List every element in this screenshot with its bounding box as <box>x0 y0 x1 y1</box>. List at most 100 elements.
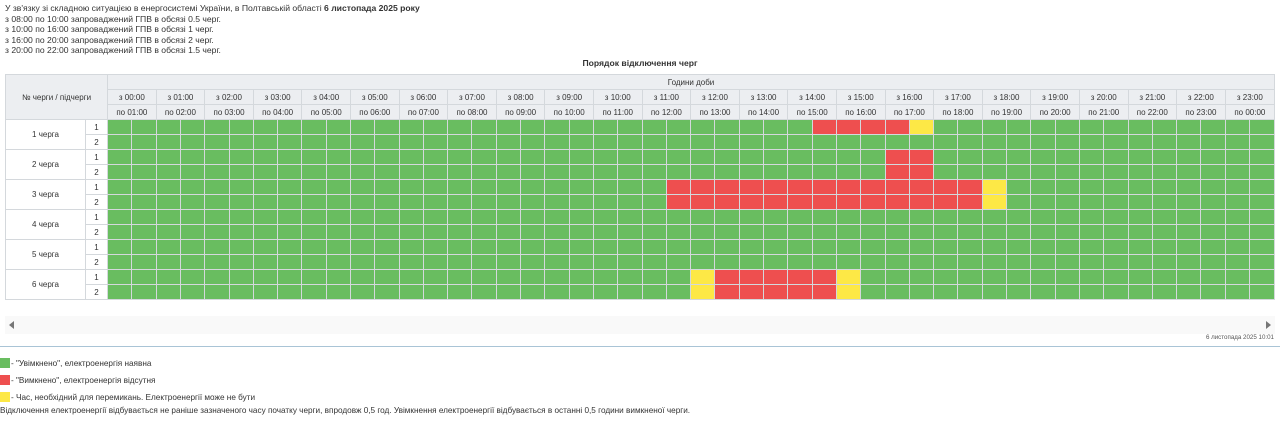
schedule-cell <box>447 254 473 270</box>
schedule-cell <box>1200 224 1226 240</box>
schedule-cell <box>811 284 837 300</box>
hour-to-label: по 07:00 <box>398 104 449 120</box>
schedule-cell <box>325 224 352 240</box>
schedule-cell <box>1200 194 1226 210</box>
schedule-cell <box>787 269 813 285</box>
schedule-cell <box>690 224 716 240</box>
horizontal-scrollbar[interactable] <box>5 316 1275 334</box>
schedule-cell <box>811 119 837 135</box>
schedule-cell <box>811 224 837 240</box>
schedule-cell <box>617 194 643 210</box>
schedule-cell <box>349 119 376 135</box>
schedule-cell <box>471 254 497 270</box>
schedule-cell <box>592 209 619 225</box>
schedule-cell <box>422 134 449 150</box>
schedule-cell <box>1151 254 1178 270</box>
schedule-cell <box>884 284 910 300</box>
schedule-cell <box>665 254 692 270</box>
schedule-cell <box>204 254 230 270</box>
schedule-cell <box>374 194 400 210</box>
schedule-cell <box>908 119 935 135</box>
schedule-cell <box>738 224 765 240</box>
table-row: 2 <box>6 254 1276 270</box>
schedule-cell <box>252 134 279 150</box>
hour-from-label: з 20:00 <box>1078 89 1129 105</box>
schedule-cell <box>860 254 886 270</box>
schedule-cell <box>1030 269 1056 285</box>
schedule-cell <box>1127 254 1153 270</box>
schedule-cell <box>1030 164 1056 180</box>
schedule-cell <box>1200 149 1226 165</box>
hour-from-label: з 05:00 <box>350 89 400 105</box>
table-row: 4 черга 1 <box>4 209 1276 240</box>
hour-from-label: з 08:00 <box>495 89 546 105</box>
schedule-cell <box>763 284 789 300</box>
schedule-cell <box>738 164 765 180</box>
schedule-cell <box>204 239 230 255</box>
schedule-cell <box>179 149 206 165</box>
schedule-cell <box>884 149 910 165</box>
schedule-cell <box>617 164 643 180</box>
schedule-cell <box>228 119 254 135</box>
schedule-cell <box>665 134 692 150</box>
schedule-cell <box>155 119 181 135</box>
schedule-cell <box>277 254 303 270</box>
queue-label: 6 черга <box>4 269 87 300</box>
scroll-right-icon[interactable] <box>1266 321 1271 329</box>
schedule-cell <box>520 194 546 210</box>
schedule-cell <box>1151 134 1178 150</box>
schedule-cell <box>1006 134 1032 150</box>
schedule-cell <box>179 194 206 210</box>
schedule-cell <box>495 194 522 210</box>
schedule-cell <box>1127 119 1153 135</box>
schedule-cell <box>179 224 206 240</box>
hour-from-label: з 17:00 <box>933 89 983 105</box>
table-row: 5 черга 1 <box>4 239 1276 270</box>
schedule-cell <box>398 149 424 165</box>
scroll-left-icon[interactable] <box>9 321 14 329</box>
schedule-cell <box>544 149 570 165</box>
queue-label: 5 черга <box>4 239 87 270</box>
schedule-cell <box>1054 164 1080 180</box>
schedule-cell <box>544 119 570 135</box>
hour-from-label: з 23:00 <box>1224 89 1276 105</box>
table-row: 2 <box>6 164 1276 180</box>
schedule-cell <box>981 164 1008 180</box>
schedule-cell <box>228 209 254 225</box>
hour-to-label: по 00:00 <box>1224 104 1276 120</box>
schedule-cell <box>835 284 862 300</box>
schedule-cell <box>665 164 692 180</box>
schedule-cell <box>568 164 594 180</box>
schedule-cell <box>860 194 886 210</box>
schedule-cell <box>568 224 594 240</box>
schedule-cell <box>763 239 789 255</box>
schedule-cell <box>763 194 789 210</box>
schedule-cell <box>107 224 133 240</box>
intro-text: У зв'язку зі складною ситуацією в енерго… <box>5 3 420 56</box>
table-row: 3 черга 1 <box>4 179 1276 210</box>
schedule-cell <box>714 269 740 285</box>
schedule-cell <box>1127 209 1153 225</box>
schedule-cell <box>398 134 424 150</box>
schedule-cell <box>544 179 570 195</box>
schedule-cell <box>155 194 181 210</box>
subqueue-label: 2 <box>85 254 109 270</box>
hour-from-label: з 21:00 <box>1127 89 1178 105</box>
schedule-cell <box>568 194 594 210</box>
hour-from-label: з 12:00 <box>690 89 740 105</box>
schedule-cell <box>981 269 1008 285</box>
schedule-cell <box>835 134 862 150</box>
schedule-cell <box>690 269 716 285</box>
schedule-cell <box>787 119 813 135</box>
schedule-cell <box>568 254 594 270</box>
schedule-cell <box>568 239 594 255</box>
hour-from-label: з 16:00 <box>884 89 935 105</box>
schedule-cell <box>1248 284 1276 300</box>
schedule-cell <box>763 179 789 195</box>
schedule-cell <box>933 224 959 240</box>
schedule-cell <box>131 119 157 135</box>
schedule-cell <box>1248 269 1276 285</box>
schedule-cell <box>252 119 279 135</box>
schedule-cell <box>714 284 740 300</box>
schedule-cell <box>1248 239 1276 255</box>
